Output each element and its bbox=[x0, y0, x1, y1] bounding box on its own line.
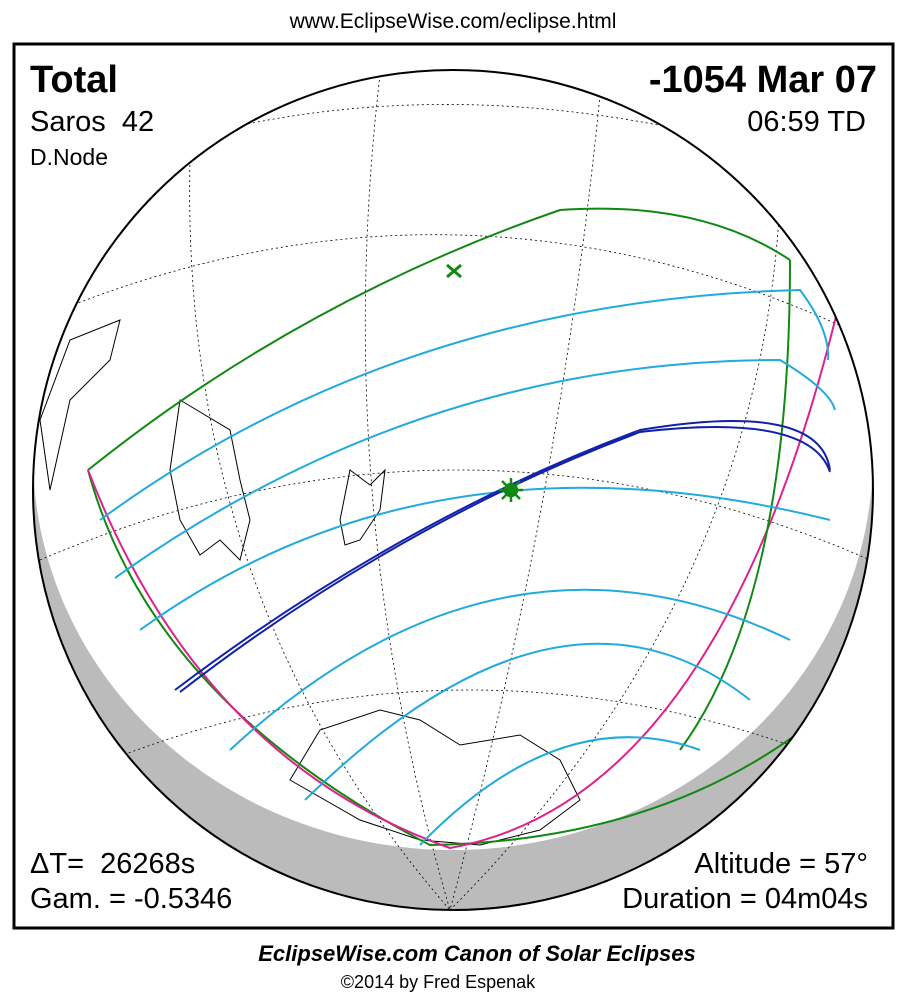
globe bbox=[33, 70, 873, 910]
footer-title: EclipseWise.com Canon of Solar Eclipses bbox=[258, 941, 696, 966]
eclipse-type: Total bbox=[30, 59, 118, 101]
saros: Saros 42 bbox=[30, 106, 154, 138]
node: D.Node bbox=[30, 144, 108, 170]
globe-outline bbox=[32, 69, 874, 911]
greatest-duration-mark bbox=[446, 263, 462, 279]
footer-credit: ©2014 by Fred Espenak bbox=[341, 972, 536, 992]
eclipse-date: -1054 Mar 07 bbox=[649, 59, 877, 101]
altitude: Altitude = 57° bbox=[694, 848, 868, 880]
duration: Duration = 04m04s bbox=[622, 883, 868, 915]
url: www.EclipseWise.com/eclipse.html bbox=[289, 10, 617, 33]
gamma: Gam. = -0.5346 bbox=[30, 883, 232, 915]
greatest-eclipse-mark bbox=[499, 478, 523, 502]
paths bbox=[87, 207, 861, 850]
time: 06:59 TD bbox=[747, 106, 866, 138]
delta-t: ΔT= 26268s bbox=[30, 848, 195, 880]
